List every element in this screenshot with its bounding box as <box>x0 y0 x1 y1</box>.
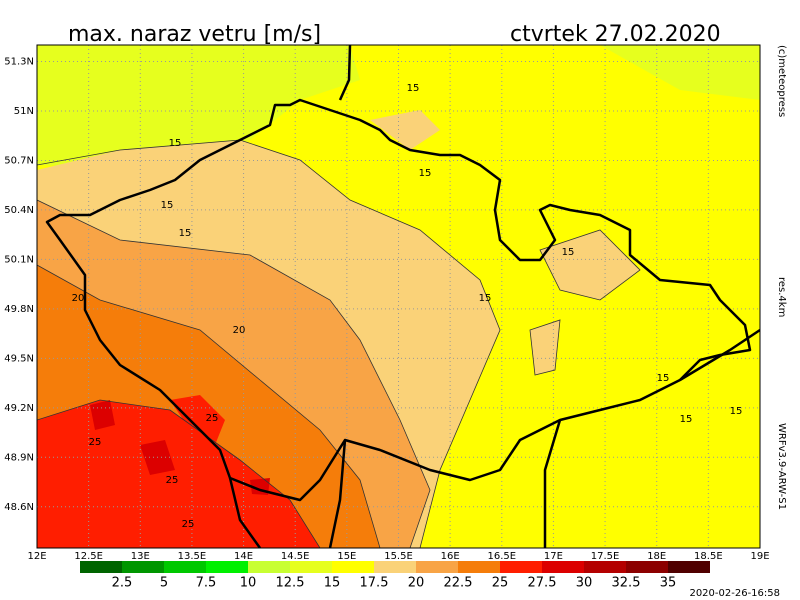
country-border <box>228 45 760 548</box>
contour-label: 15 <box>730 406 743 417</box>
lat-tick-label: 49.8N <box>4 304 34 315</box>
contour-label: 25 <box>89 437 102 448</box>
map-frame <box>36 44 761 549</box>
colorbar-label: 32.5 <box>612 576 641 591</box>
lat-tick-label: 51N <box>14 106 34 117</box>
colorbar-swatch <box>206 561 248 573</box>
lon-tick-label: 12.5E <box>74 551 103 562</box>
lon-tick-label: 16E <box>441 551 460 562</box>
colorbar-swatch <box>122 561 164 573</box>
lon-tick-label: 18E <box>647 551 666 562</box>
contour-label: 25 <box>182 519 195 530</box>
colorbar-swatch <box>248 561 290 573</box>
lon-tick-label: 17.5E <box>591 551 620 562</box>
contour-label: 15 <box>479 293 492 304</box>
model: WRFv3.9-ARW-S1 <box>776 423 787 510</box>
lon-tick-label: 12E <box>27 551 46 562</box>
colorbar-swatch <box>416 561 458 573</box>
colorbar-swatch <box>500 561 542 573</box>
lon-tick-label: 14.5E <box>281 551 310 562</box>
colorbar-swatch <box>332 561 374 573</box>
lat-tick-label: 50.4N <box>4 205 34 216</box>
field <box>37 45 760 170</box>
title: max. naraz vetru [m/s] <box>68 22 321 47</box>
colorbar-swatch <box>584 561 626 573</box>
map: 15 15 15 15 15 15 15 15 15 15 20 20 25 25 25 25 <box>37 45 760 548</box>
colorbar-label: 35 <box>660 576 677 591</box>
lon-tick-label: 19E <box>750 551 769 562</box>
lat-tick-label: 48.9N <box>4 452 34 463</box>
colorbar-label: 30 <box>576 576 593 591</box>
colorbar-label: 10 <box>240 576 257 591</box>
lon-tick-label: 13E <box>131 551 150 562</box>
lon-tick-label: 18.5E <box>694 551 723 562</box>
contour-label: 20 <box>233 325 246 336</box>
colorbar-label: 25 <box>492 576 509 591</box>
colorbar-swatch <box>542 561 584 573</box>
contour-label: 15 <box>179 228 192 239</box>
colorbar-label: 7.5 <box>196 576 217 591</box>
contour-label: 15 <box>657 373 670 384</box>
lon-tick-label: 15.5E <box>384 551 413 562</box>
contour-label: 20 <box>72 293 85 304</box>
contour <box>37 264 381 548</box>
date: ctvrtek 27.02.2020 <box>510 22 721 47</box>
contour-label: 15 <box>169 138 182 149</box>
colorbar-swatch <box>626 561 668 573</box>
contour <box>37 199 431 548</box>
contour-label: 15 <box>562 247 575 258</box>
colorbar-label: 15 <box>324 576 341 591</box>
lat-tick-label: 49.2N <box>4 403 34 414</box>
colorbar-label: 20 <box>408 576 425 591</box>
colorbar-label: 22.5 <box>444 576 473 591</box>
lon-tick-label: 13.5E <box>178 551 207 562</box>
contour-label: 25 <box>166 475 179 486</box>
colorbar-label: 5 <box>160 576 168 591</box>
contour <box>529 229 641 376</box>
colorbar-swatch <box>374 561 416 573</box>
contour-label: 15 <box>161 200 174 211</box>
country-border <box>45 98 752 502</box>
lat-tick-label: 51.3N <box>4 56 34 67</box>
colorbar-label: 27.5 <box>528 576 557 591</box>
lat-tick-label: 50.1N <box>4 254 34 265</box>
colorbar-swatch <box>164 561 206 573</box>
colorbar-label: 2.5 <box>112 576 133 591</box>
lon-tick-label: 16.5E <box>487 551 516 562</box>
colorbar-swatch <box>290 561 332 573</box>
contour-label: 15 <box>419 168 432 179</box>
lon-tick-label: 15E <box>337 551 356 562</box>
colorbar-label: 17.5 <box>360 576 389 591</box>
colorbar-swatch <box>458 561 500 573</box>
copyright: (c)meteopress <box>776 45 787 117</box>
run-time: 2020-02-26-16:58 <box>689 588 780 599</box>
colorbar-swatch <box>80 561 122 573</box>
lat-tick-label: 48.6N <box>4 502 34 513</box>
lat-tick-label: 50.7N <box>4 155 34 166</box>
lon-tick-label: 14E <box>234 551 253 562</box>
lat-tick-label: 49.5N <box>4 353 34 364</box>
contour-label: 15 <box>407 83 420 94</box>
field <box>37 395 320 548</box>
resolution: res.4km <box>776 277 787 317</box>
lon-tick-label: 17E <box>544 551 563 562</box>
contour-label: 25 <box>206 413 219 424</box>
contour <box>37 139 501 548</box>
colorbar-label: 12.5 <box>276 576 305 591</box>
colorbar-swatch <box>668 561 710 573</box>
contour-label: 15 <box>680 414 693 425</box>
